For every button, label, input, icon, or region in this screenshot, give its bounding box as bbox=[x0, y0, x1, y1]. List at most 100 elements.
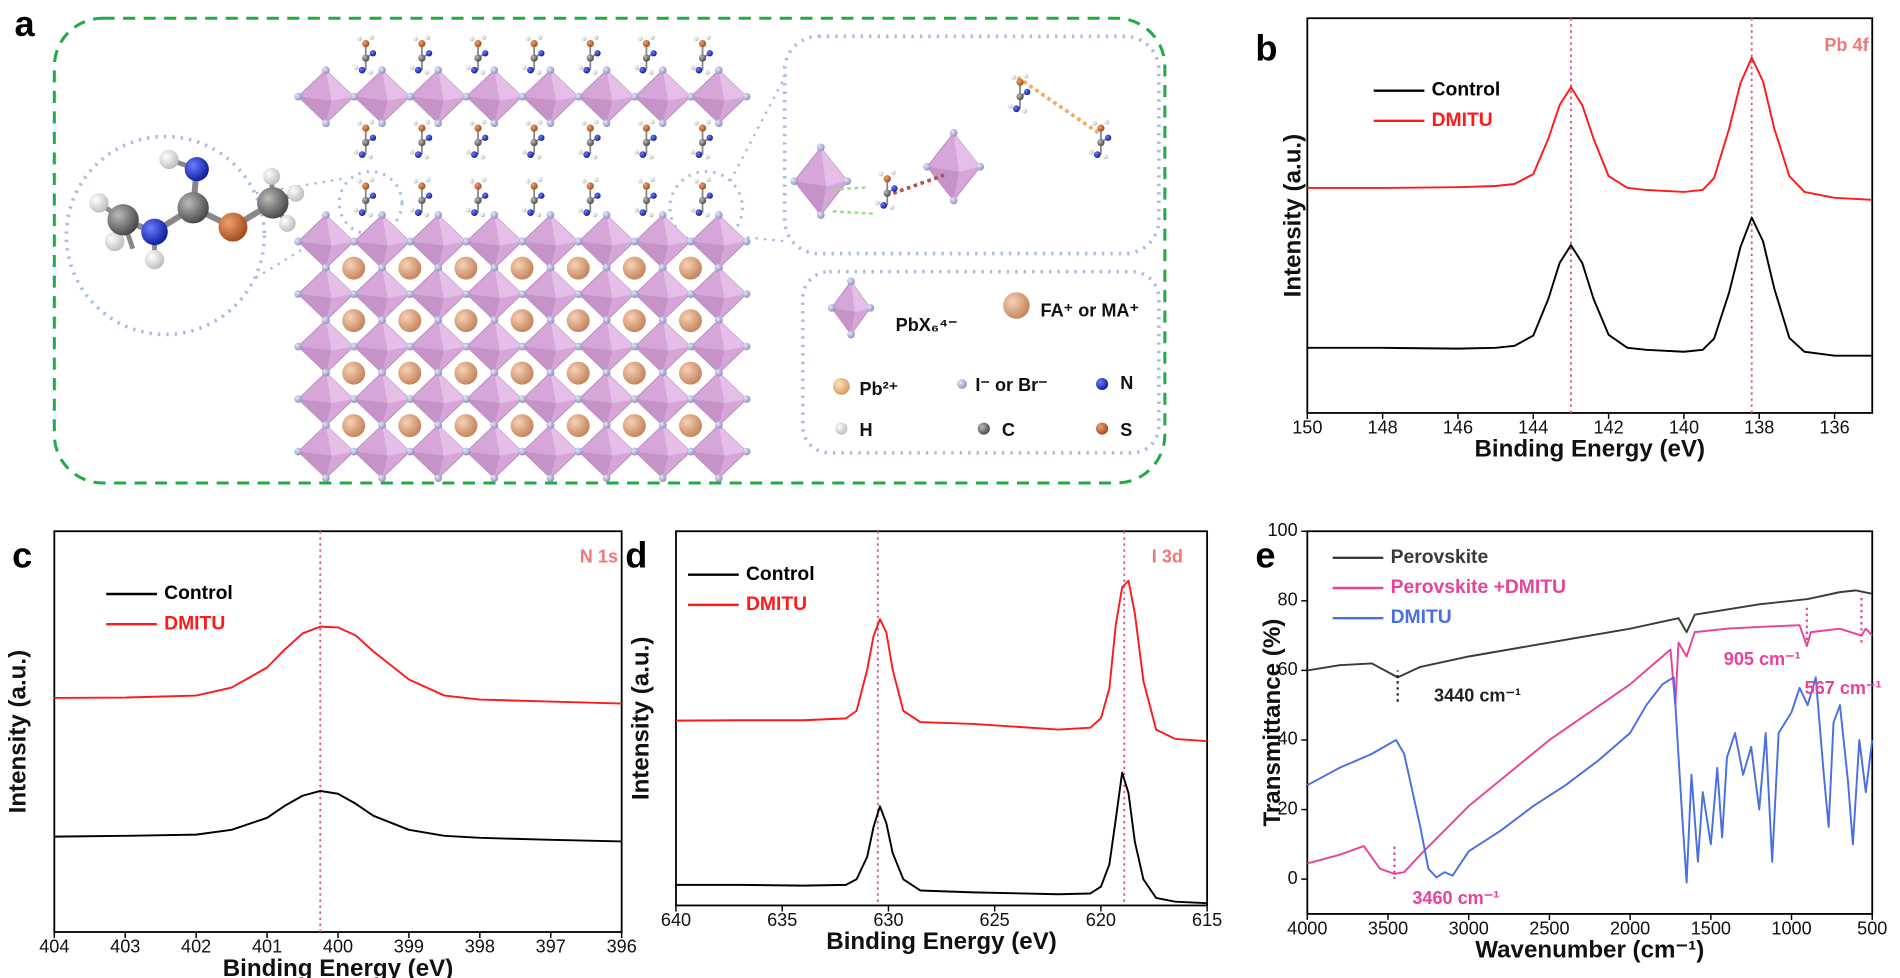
cation bbox=[398, 309, 422, 333]
atom bbox=[358, 209, 366, 216]
atom bbox=[694, 36, 699, 42]
atom bbox=[1022, 108, 1028, 114]
halide-atom bbox=[949, 129, 958, 137]
cation bbox=[398, 256, 422, 280]
atom bbox=[1007, 103, 1013, 109]
halide-atom bbox=[714, 316, 723, 324]
halide-atom bbox=[518, 395, 527, 403]
octahedron-face bbox=[662, 70, 691, 101]
x-tick-label: 136 bbox=[1819, 417, 1849, 437]
atom bbox=[218, 212, 248, 242]
octahedron-face bbox=[634, 294, 669, 321]
cation bbox=[510, 309, 534, 333]
halide-atom bbox=[518, 92, 527, 101]
atom bbox=[650, 192, 657, 199]
atom bbox=[536, 212, 542, 218]
atom bbox=[650, 119, 655, 125]
atom bbox=[891, 185, 898, 192]
octahedron-face bbox=[354, 96, 388, 124]
atom bbox=[263, 167, 281, 185]
legend-label: DMITU bbox=[1391, 607, 1452, 628]
atom bbox=[177, 192, 209, 224]
atom bbox=[706, 134, 713, 141]
halide-atom bbox=[631, 237, 639, 246]
halide-atom bbox=[714, 474, 723, 482]
halide-atom bbox=[462, 237, 471, 246]
halide-atom bbox=[350, 395, 359, 403]
atom bbox=[368, 212, 373, 218]
halide-atom bbox=[294, 290, 303, 298]
atom bbox=[704, 70, 710, 75]
atom bbox=[525, 36, 531, 42]
cation bbox=[510, 414, 534, 438]
atom bbox=[637, 36, 643, 42]
halide-atom bbox=[518, 342, 527, 351]
cation bbox=[454, 309, 478, 333]
y-tick-label: 60 bbox=[1278, 659, 1298, 679]
cation bbox=[510, 256, 534, 280]
atom bbox=[634, 65, 640, 71]
cation bbox=[342, 309, 366, 333]
x-tick-label: 630 bbox=[873, 910, 903, 930]
halide-atom bbox=[490, 421, 499, 429]
legend-label: Perovskite bbox=[1391, 547, 1489, 568]
atom bbox=[530, 39, 538, 48]
halide-atom bbox=[462, 447, 471, 456]
atom bbox=[586, 54, 594, 62]
atom bbox=[469, 178, 475, 184]
octahedron-face bbox=[691, 294, 725, 321]
interaction bbox=[1016, 75, 1100, 135]
atom bbox=[1097, 124, 1105, 132]
octahedron-face bbox=[354, 346, 388, 374]
halide-atom bbox=[462, 92, 471, 101]
octahedron-face bbox=[466, 451, 500, 479]
atom bbox=[698, 182, 707, 190]
halide-atom bbox=[406, 237, 415, 246]
atom bbox=[698, 54, 707, 62]
halide-atom bbox=[687, 92, 695, 101]
atom bbox=[880, 201, 887, 209]
halide-atom bbox=[350, 342, 359, 351]
atom bbox=[634, 149, 640, 155]
atom bbox=[482, 192, 489, 199]
octahedron-face bbox=[438, 425, 466, 456]
atom bbox=[362, 39, 370, 48]
halide-atom bbox=[322, 211, 330, 219]
atom bbox=[471, 151, 478, 159]
halide-atom bbox=[434, 474, 443, 482]
x-tick-label: 140 bbox=[1669, 417, 1699, 437]
atom bbox=[525, 120, 531, 126]
halide-atom bbox=[434, 211, 443, 219]
halide-atom bbox=[350, 290, 359, 298]
atom bbox=[634, 207, 640, 213]
cation bbox=[1003, 292, 1030, 319]
atom bbox=[706, 177, 711, 183]
atom bbox=[471, 209, 478, 216]
octahedron-face bbox=[606, 267, 635, 299]
octahedron-face bbox=[953, 132, 981, 172]
halide-atom bbox=[631, 290, 639, 298]
atom bbox=[278, 214, 296, 232]
octahedron-face bbox=[831, 307, 855, 335]
atom bbox=[578, 65, 584, 71]
atom bbox=[357, 178, 363, 184]
x-tick-label: 3500 bbox=[1368, 918, 1408, 938]
x-tick-label: 400 bbox=[323, 936, 353, 956]
halide-atom bbox=[294, 447, 303, 456]
atom bbox=[593, 177, 599, 183]
atom bbox=[1104, 134, 1112, 141]
atom bbox=[527, 66, 534, 74]
halide-atom bbox=[843, 177, 852, 186]
cation bbox=[342, 414, 366, 438]
legend-label: Control bbox=[1432, 80, 1501, 101]
atom bbox=[835, 422, 848, 435]
atom bbox=[469, 36, 475, 42]
atom bbox=[105, 231, 125, 252]
atom bbox=[698, 39, 707, 48]
octahedron-face bbox=[522, 346, 556, 374]
plot-frame bbox=[1306, 530, 1874, 915]
data-line bbox=[1307, 216, 1873, 357]
atom bbox=[586, 138, 594, 147]
atom bbox=[474, 196, 482, 205]
